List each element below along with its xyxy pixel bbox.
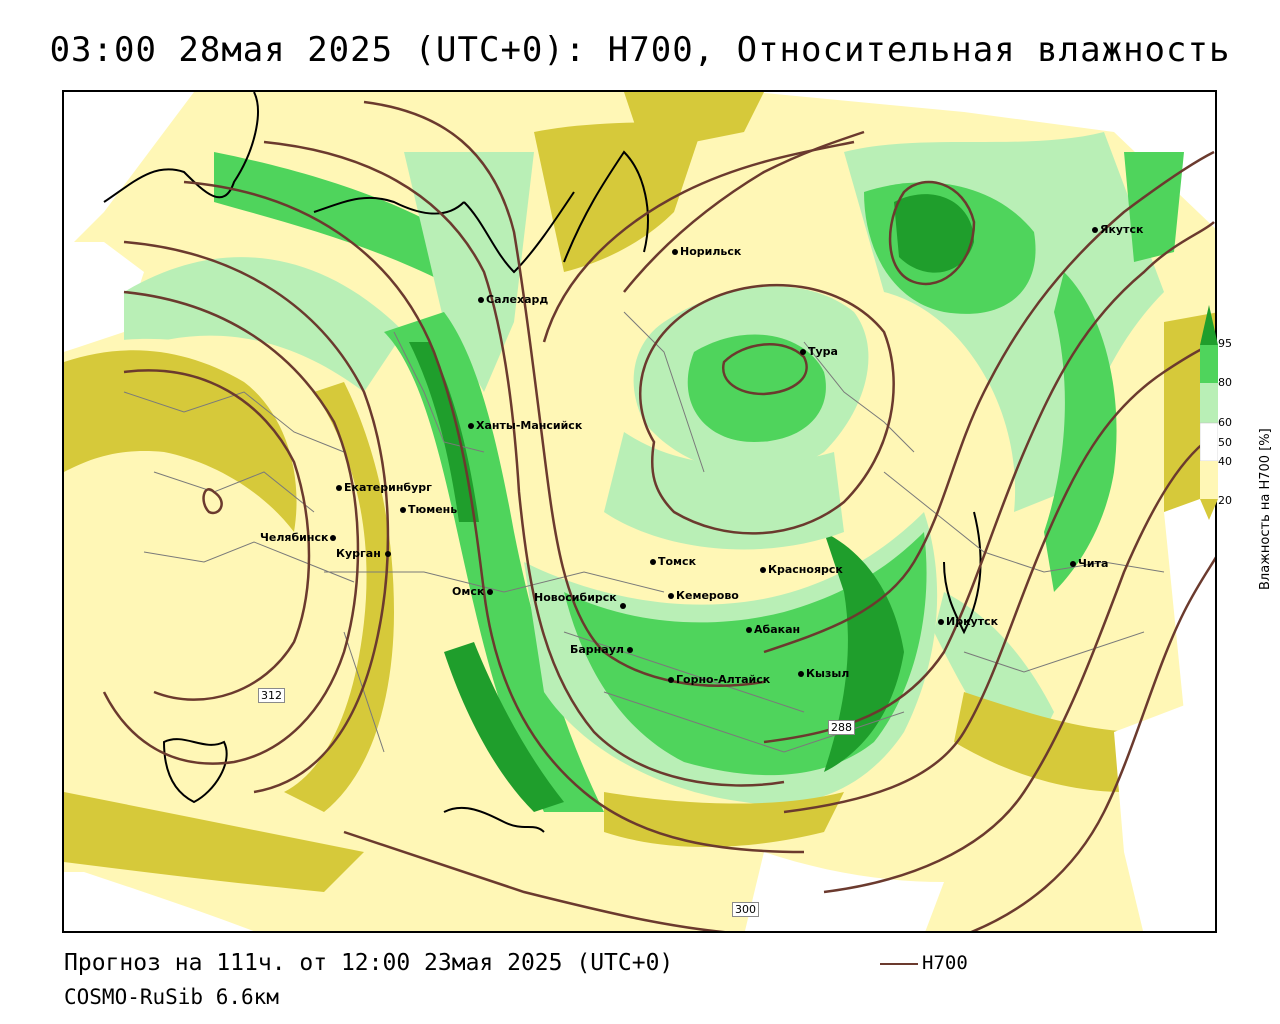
city-dot [668, 593, 674, 599]
legend-line-icon [880, 962, 918, 965]
city-label: Тюмень [400, 504, 457, 515]
city-dot [330, 535, 337, 541]
city-name: Томск [658, 555, 697, 568]
city-name: Чита [1078, 557, 1109, 570]
city-name: Норильск [680, 245, 742, 258]
colorbar-tick: 50 [1218, 436, 1232, 449]
city-name: Кемерово [676, 589, 739, 602]
city-dot [938, 619, 944, 625]
city-label: Новосибирск [534, 591, 628, 609]
city-dot [487, 589, 494, 595]
city-name: Салехард [486, 293, 549, 306]
city-dot [668, 677, 674, 683]
city-label: Кемерово [668, 590, 739, 601]
city-dot [672, 249, 678, 255]
city-name: Тюмень [408, 503, 458, 516]
city-dot [650, 559, 656, 565]
city-name: Абакан [754, 623, 801, 636]
forecast-map: 312 288 300 Норильск Якутск Салехард Тур… [62, 90, 1217, 933]
city-dot [1092, 227, 1098, 233]
admin-borders [123, 311, 1165, 753]
city-label: Горно-Алтайск [668, 674, 770, 685]
city-label: Абакан [746, 624, 800, 635]
forecast-info: Прогноз на 111ч. от 12:00 23мая 2025 (UT… [64, 950, 674, 976]
city-dot [800, 349, 806, 355]
legend-h700: H700 [880, 952, 968, 974]
map-title: 03:00 28мая 2025 (UTC+0): H700, Относите… [49, 30, 1231, 70]
city-name: Красноярск [768, 563, 843, 576]
city-label: Якутск [1092, 224, 1143, 235]
city-label: Омск [452, 586, 495, 597]
city-dot [1070, 561, 1076, 567]
city-dot [626, 647, 633, 653]
colorbar-tick: 20 [1218, 494, 1232, 507]
city-label: Томск [650, 556, 696, 567]
city-label: Норильск [672, 246, 741, 257]
colorbar-tick: 40 [1218, 455, 1232, 468]
contour-label: 312 [258, 688, 285, 703]
colorbar-title: Влажность на H700 [%] [1258, 428, 1273, 590]
city-dot [798, 671, 804, 677]
city-name: Якутск [1100, 223, 1144, 236]
city-name: Курган [336, 547, 381, 560]
city-name: Челябинск [260, 531, 329, 544]
city-name: Иркутск [946, 615, 999, 628]
city-name: Ханты-Мансийск [476, 419, 583, 432]
city-name: Барнаул [570, 643, 624, 656]
legend-label: H700 [922, 952, 968, 974]
map-canvas [64, 92, 1215, 931]
humidity-colorbar [1200, 305, 1218, 520]
city-name: Екатеринбург [344, 481, 432, 494]
city-name: Омск [452, 585, 485, 598]
city-dot [384, 551, 391, 557]
city-dot [336, 485, 342, 491]
colorbar-tick: 60 [1218, 416, 1232, 429]
city-label: Тура [800, 346, 838, 357]
city-label: Барнаул [570, 644, 635, 655]
colorbar-tick: 95 [1218, 337, 1232, 350]
city-dot [619, 603, 626, 609]
city-label: Кызыл [798, 668, 849, 679]
city-label: Красноярск [760, 564, 843, 575]
contour-label: 300 [732, 902, 759, 917]
city-name: Новосибирск [534, 591, 617, 604]
city-label: Ханты-Мансийск [468, 420, 582, 431]
city-label: Иркутск [938, 616, 998, 627]
city-label: Чита [1070, 558, 1108, 569]
city-dot [760, 567, 766, 573]
h700-contours [102, 100, 1215, 931]
city-dot [468, 423, 474, 429]
city-name: Тура [808, 345, 838, 358]
borders [103, 92, 982, 833]
city-dot [478, 297, 484, 303]
model-name: COSMO-RuSib 6.6км [64, 985, 279, 1009]
contour-label: 288 [828, 720, 855, 735]
city-dot [746, 627, 752, 633]
city-name: Кызыл [806, 667, 850, 680]
colorbar-tick: 80 [1218, 376, 1232, 389]
city-label: Курган [336, 548, 393, 559]
city-dot [400, 507, 406, 513]
city-label: Салехард [478, 294, 548, 305]
city-label: Челябинск [260, 532, 338, 543]
city-name: Горно-Алтайск [676, 673, 771, 686]
city-label: Екатеринбург [336, 482, 432, 493]
